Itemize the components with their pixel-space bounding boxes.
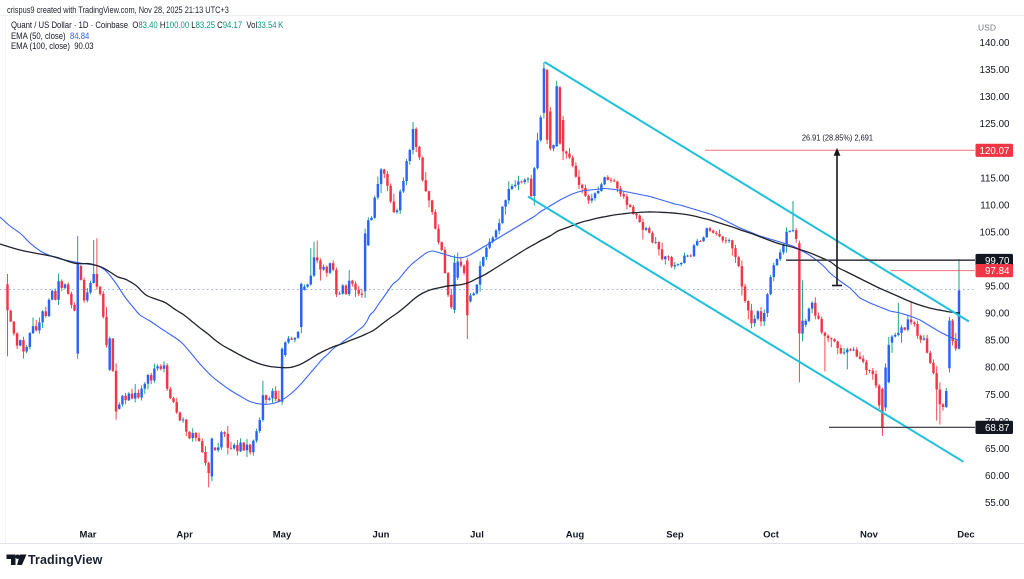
svg-text:Jun: Jun bbox=[373, 530, 390, 541]
svg-text:Oct: Oct bbox=[763, 530, 780, 541]
svg-text:68.87: 68.87 bbox=[985, 423, 1010, 434]
svg-text:Jul: Jul bbox=[470, 530, 484, 541]
svg-text:110.00: 110.00 bbox=[980, 200, 1010, 211]
svg-text:Sep: Sep bbox=[666, 530, 684, 541]
svg-text:95.00: 95.00 bbox=[985, 282, 1010, 293]
svg-text:80.00: 80.00 bbox=[985, 363, 1010, 374]
svg-text:26.91 (28.85%) 2,691: 26.91 (28.85%) 2,691 bbox=[802, 133, 874, 143]
svg-text:Mar: Mar bbox=[80, 530, 97, 541]
svg-text:130.00: 130.00 bbox=[980, 92, 1011, 103]
svg-text:120.07: 120.07 bbox=[980, 146, 1010, 157]
svg-text:115.00: 115.00 bbox=[980, 173, 1010, 184]
svg-text:60.00: 60.00 bbox=[985, 471, 1010, 482]
svg-text:Apr: Apr bbox=[176, 530, 193, 541]
svg-text:135.00: 135.00 bbox=[980, 65, 1011, 76]
svg-text:Aug: Aug bbox=[566, 530, 585, 541]
svg-text:USD: USD bbox=[978, 23, 996, 33]
svg-text:125.00: 125.00 bbox=[980, 119, 1011, 130]
svg-text:90.00: 90.00 bbox=[985, 309, 1010, 320]
svg-text:140.00: 140.00 bbox=[980, 38, 1011, 49]
svg-text:Nov: Nov bbox=[860, 530, 879, 541]
svg-text:May: May bbox=[273, 530, 292, 541]
svg-text:55.00: 55.00 bbox=[985, 498, 1010, 509]
svg-text:105.00: 105.00 bbox=[980, 227, 1011, 238]
svg-text:Dec: Dec bbox=[957, 530, 974, 541]
svg-text:97.84: 97.84 bbox=[985, 266, 1010, 277]
svg-text:85.00: 85.00 bbox=[985, 336, 1010, 347]
svg-text:75.00: 75.00 bbox=[985, 390, 1010, 401]
svg-text:99.70: 99.70 bbox=[985, 256, 1010, 267]
svg-text:65.00: 65.00 bbox=[985, 444, 1010, 455]
